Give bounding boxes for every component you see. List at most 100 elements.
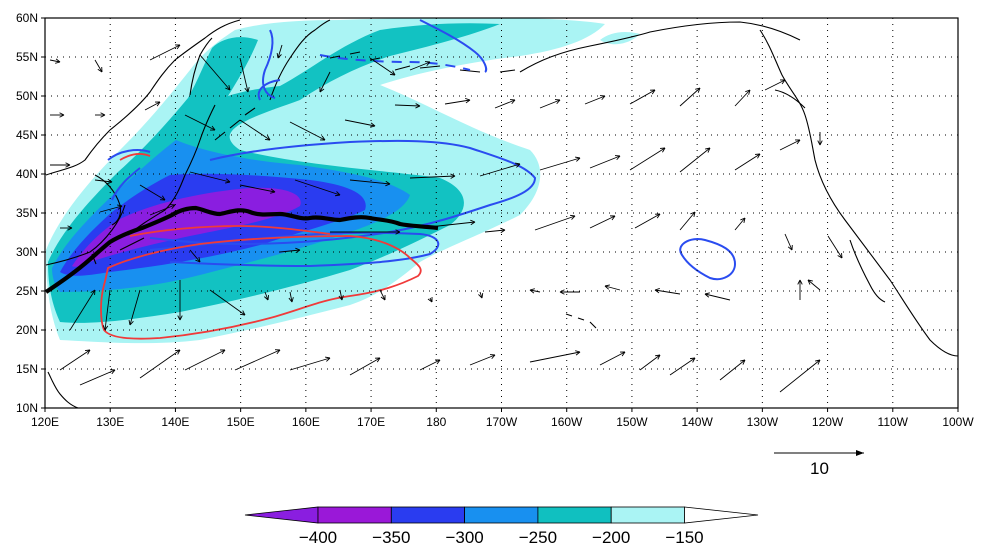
latitude-label: 60N [16,11,38,25]
wind-vector-head [177,315,183,321]
wind-vector [184,349,226,371]
wind-vector-head [509,99,516,105]
wind-vector [529,289,541,293]
blue-contour-okhotsk [257,79,281,101]
wind-vector [654,289,681,295]
wind-vector [239,119,271,141]
blue-contour-kamchatka [262,29,276,99]
wind-vector [289,121,326,141]
wind-vector-head [554,99,561,105]
colorbar-label: −350 [372,528,410,547]
wind-vector [239,57,249,93]
colorbar-label: −400 [299,528,337,547]
coast-china [45,204,126,266]
wind-vector [344,119,376,127]
red-contour-outer [100,235,422,340]
blue-contour-west [111,167,141,201]
wind-vector-head [264,294,270,301]
wind-vector [539,157,581,171]
wind-vector [209,289,246,316]
wind-vector-head [117,204,123,210]
wind-vector-head [807,279,813,285]
wind-vector [149,204,176,216]
wind-vector [629,147,666,171]
lat-lon-grid [45,18,958,408]
wind-vector [679,211,696,231]
wind-vector [94,179,113,183]
wind-vector-head [244,87,250,93]
coast-kamchatka [269,19,331,101]
wind-vector [139,184,166,201]
wind-vector [319,71,331,93]
latitude-label: 30N [16,245,38,259]
wind-vector [589,155,621,169]
longitude-label: 170E [357,415,385,429]
wind-vector [149,44,181,61]
wind-vector [529,351,581,363]
wind-vector-head [225,178,231,184]
wind-vector-head [427,296,433,303]
longitude-label: 120W [812,415,844,429]
wind-vector [807,279,821,291]
wind-vector-head [779,79,786,85]
longitude-label: 120E [31,415,59,429]
wind-vector-head [90,289,96,296]
wind-vector-head [374,357,381,363]
shade-level-minus350 [72,187,301,267]
latitude-label: 55N [16,50,38,64]
wind-vector-head [370,122,376,128]
wind-vector [639,354,661,371]
wind-vector-head [797,279,803,285]
wind-vector-head [395,229,401,235]
wind-vector [104,289,111,331]
wind-vector [764,79,786,91]
wind-vector [379,289,386,301]
wind-vector-head [338,295,344,301]
wind-vector [49,59,61,63]
wind-vector [734,153,761,171]
wind-vector [599,351,626,366]
blue-contour-north-dashed [319,54,471,71]
wind-vector-head [569,214,576,220]
wind-vector-head [705,147,711,153]
blue-contour-main [149,139,537,246]
wind-vector [494,99,516,109]
reference-vector-label: 10 [810,459,829,478]
wind-vector-head [270,188,276,194]
coast-hawaii [565,313,597,329]
wind-vector [189,249,201,263]
colorbar-swatch [537,506,612,524]
wind-vector-head [689,357,696,363]
wind-vector [604,285,621,291]
blue-contour-hawaii-east [679,238,737,281]
wind-vector-field [49,44,843,393]
wind-vector [629,89,656,105]
wind-vector [539,99,561,109]
wind-vector-head [740,359,746,365]
wind-vector [584,95,606,105]
wind-vector-head [288,297,294,303]
wind-vector-head [219,349,226,355]
longitude-label: 160E [292,415,320,429]
colorbar-label: −200 [592,528,630,547]
blue-contour-japan-sea [107,149,151,161]
wind-vector [69,289,96,331]
wind-vector-head [274,349,281,355]
wind-vector [339,289,343,301]
wind-vector-head [415,103,421,109]
latitude-labels: 60N 55N 50N 45N 40N 35N 30N 25N 20N 15N 10N [16,11,45,415]
wind-vector-head [837,252,843,259]
longitude-label: 180 [426,415,446,429]
wind-vector-head [276,52,282,59]
longitude-label: 140E [161,415,189,429]
wind-vector [779,359,821,393]
wind-vector-head [745,89,751,95]
wind-vector-head [609,215,616,221]
colorbar-swatch [684,506,759,524]
wind-vector-head [100,112,106,118]
wind-vector-head [128,320,134,326]
wind-vector [279,249,301,253]
wind-vector-head [102,325,109,331]
wind-vector-head [225,85,231,91]
